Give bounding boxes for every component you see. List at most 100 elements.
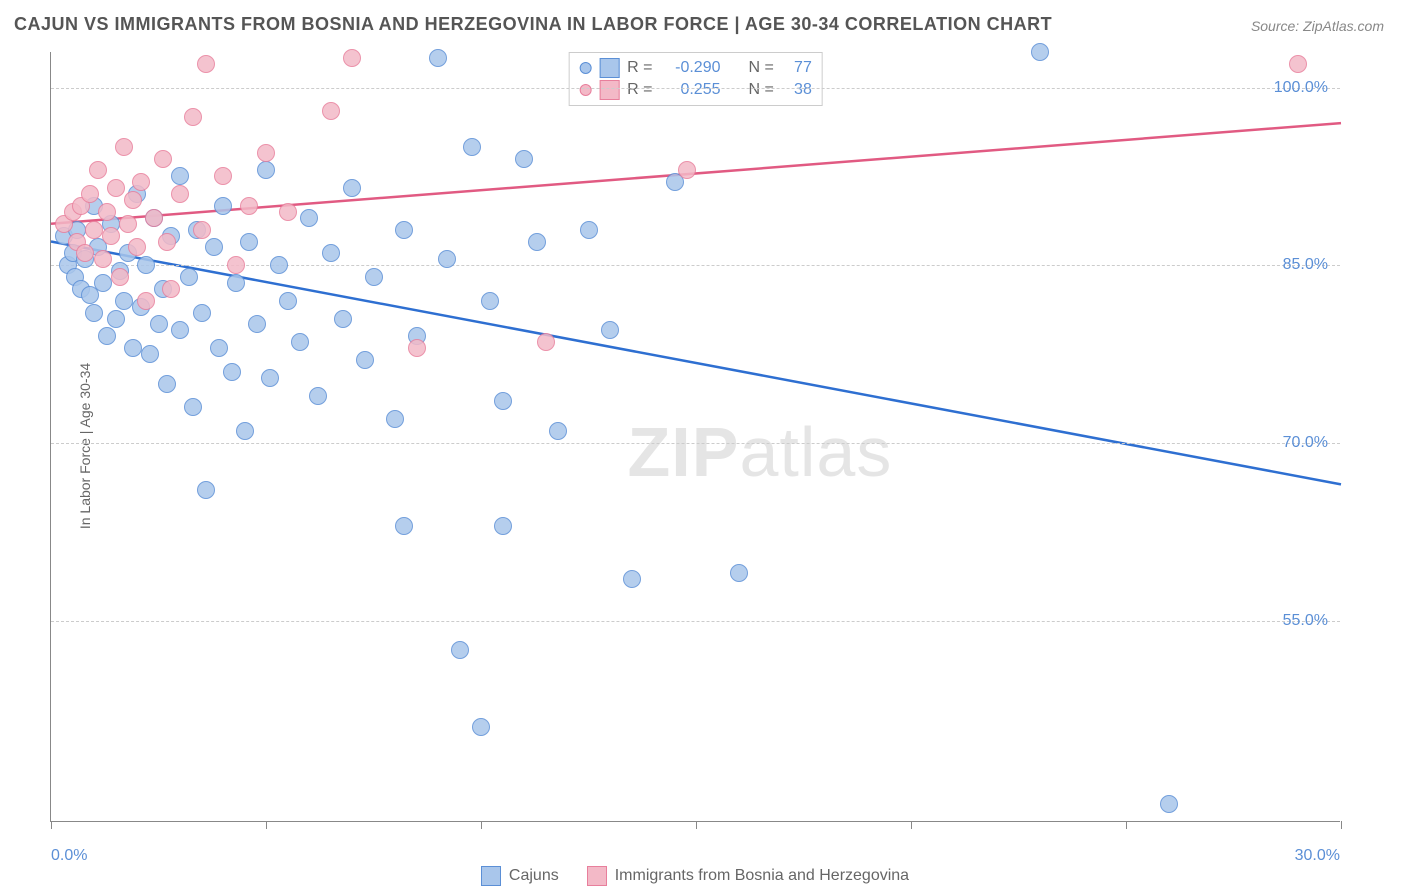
legend-item: Cajuns <box>481 866 559 886</box>
legend-corr-row: R =-0.290N =77 <box>579 57 812 79</box>
data-point <box>549 422 567 440</box>
data-point <box>89 161 107 179</box>
legend-n-label: N = <box>749 81 774 99</box>
gridline-h <box>51 88 1340 89</box>
x-tick <box>1341 821 1342 829</box>
data-point <box>623 570 641 588</box>
data-point <box>257 161 275 179</box>
data-point <box>528 233 546 251</box>
data-point <box>158 233 176 251</box>
x-tick <box>51 821 52 829</box>
data-point <box>162 280 180 298</box>
x-tick <box>266 821 267 829</box>
data-point <box>111 268 129 286</box>
x-tick-label: 0.0% <box>51 847 87 865</box>
data-point <box>115 138 133 156</box>
data-point <box>240 197 258 215</box>
data-point <box>227 256 245 274</box>
data-point <box>214 167 232 185</box>
data-point <box>115 292 133 310</box>
data-point <box>154 150 172 168</box>
data-point <box>322 244 340 262</box>
y-tick-label: 70.0% <box>1283 434 1328 452</box>
data-point <box>601 321 619 339</box>
data-point <box>94 274 112 292</box>
data-point <box>343 179 361 197</box>
legend-n-value: 77 <box>782 59 812 77</box>
data-point <box>386 410 404 428</box>
legend-series-label: Immigrants from Bosnia and Herzegovina <box>615 867 909 885</box>
legend-dot-icon <box>579 84 591 96</box>
legend-dot-icon <box>579 62 591 74</box>
data-point <box>94 250 112 268</box>
legend-r-value: -0.290 <box>661 59 721 77</box>
data-point <box>537 333 555 351</box>
data-point <box>494 517 512 535</box>
legend-swatch-icon <box>481 866 501 886</box>
data-point <box>395 517 413 535</box>
data-point <box>236 422 254 440</box>
data-point <box>145 209 163 227</box>
data-point <box>438 250 456 268</box>
data-point <box>472 718 490 736</box>
data-point <box>334 310 352 328</box>
data-point <box>494 392 512 410</box>
legend-swatch-icon <box>587 866 607 886</box>
x-tick <box>1126 821 1127 829</box>
data-point <box>481 292 499 310</box>
data-point <box>261 369 279 387</box>
data-point <box>257 144 275 162</box>
y-tick-label: 100.0% <box>1274 79 1328 97</box>
data-point <box>124 191 142 209</box>
data-point <box>158 375 176 393</box>
data-point <box>395 221 413 239</box>
legend-item: Immigrants from Bosnia and Herzegovina <box>587 866 909 886</box>
legend-n-label: N = <box>749 59 774 77</box>
data-point <box>451 641 469 659</box>
data-point <box>98 203 116 221</box>
data-point <box>270 256 288 274</box>
gridline-h <box>51 443 1340 444</box>
data-point <box>1289 55 1307 73</box>
data-point <box>463 138 481 156</box>
data-point <box>210 339 228 357</box>
data-point <box>107 179 125 197</box>
data-point <box>128 238 146 256</box>
trend-line <box>51 242 1341 485</box>
data-point <box>132 173 150 191</box>
y-tick-label: 85.0% <box>1283 256 1328 274</box>
data-point <box>141 345 159 363</box>
correlation-legend: R =-0.290N =77R =0.255N =38 <box>568 52 823 106</box>
data-point <box>180 268 198 286</box>
data-point <box>85 304 103 322</box>
data-point <box>184 108 202 126</box>
data-point <box>171 321 189 339</box>
source-label: Source: ZipAtlas.com <box>1251 18 1384 34</box>
data-point <box>81 185 99 203</box>
data-point <box>1160 795 1178 813</box>
data-point <box>137 292 155 310</box>
data-point <box>515 150 533 168</box>
x-tick <box>481 821 482 829</box>
data-point <box>240 233 258 251</box>
data-point <box>171 167 189 185</box>
data-point <box>678 161 696 179</box>
data-point <box>197 481 215 499</box>
data-point <box>279 203 297 221</box>
data-point <box>730 564 748 582</box>
data-point <box>124 339 142 357</box>
y-tick-label: 55.0% <box>1283 612 1328 630</box>
legend-r-value: 0.255 <box>661 81 721 99</box>
data-point <box>150 315 168 333</box>
data-point <box>580 221 598 239</box>
data-point <box>102 227 120 245</box>
scatter-plot-area: ZIPatlas R =-0.290N =77R =0.255N =38 55.… <box>50 52 1340 822</box>
data-point <box>356 351 374 369</box>
legend-n-value: 38 <box>782 81 812 99</box>
data-point <box>227 274 245 292</box>
legend-series-label: Cajuns <box>509 867 559 885</box>
chart-title: CAJUN VS IMMIGRANTS FROM BOSNIA AND HERZ… <box>14 14 1052 35</box>
data-point <box>365 268 383 286</box>
data-point <box>279 292 297 310</box>
data-point <box>184 398 202 416</box>
